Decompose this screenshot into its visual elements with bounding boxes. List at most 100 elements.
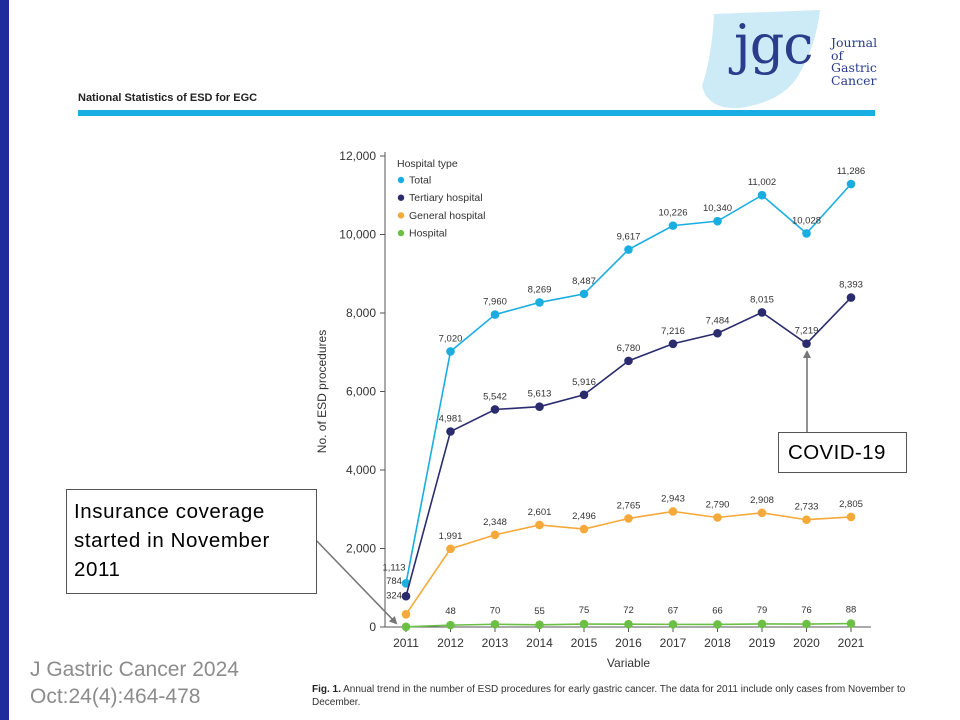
data-label: 11,286: [837, 166, 865, 177]
legend-entry: General hospital: [409, 210, 485, 222]
data-label: 8,393: [839, 280, 863, 291]
series-line: [405, 510, 852, 615]
x-tick-label: 2011: [393, 636, 419, 650]
chart-legend: Hospital type Total Tertiary hospital Gener…: [397, 158, 485, 240]
series-total: 1,113 7,020 7,960 8,269 8,487 9,617 10,226 10,3…: [382, 166, 865, 588]
journal-logo-background: [702, 10, 820, 109]
data-label: 70: [490, 605, 501, 616]
data-label: 11,002: [748, 177, 776, 188]
data-label: 7,484: [706, 315, 730, 326]
data-label: 7,219: [795, 326, 819, 337]
series-line: [405, 183, 852, 584]
data-label: 784: [386, 576, 402, 587]
data-point: [713, 328, 722, 338]
journal-name-line: of: [831, 47, 844, 63]
data-point: [624, 356, 633, 366]
data-label: 79: [757, 605, 768, 616]
y-axis-label: No. of ESD procedures: [315, 330, 329, 453]
data-label: 2,496: [572, 511, 596, 522]
data-point: [579, 524, 589, 534]
x-tick-label: 2016: [615, 636, 642, 650]
legend-marker: [397, 229, 405, 237]
data-point: [846, 179, 856, 189]
x-tick-label: 2012: [437, 636, 464, 650]
x-tick-label: 2013: [482, 636, 509, 650]
series-general-hospital: 324 1,991 2,348 2,601 2,496 2,765 2,943 2,790 2,…: [386, 493, 863, 619]
header-divider: [78, 110, 875, 116]
data-point: [401, 609, 411, 619]
journal-logo: jgc: [734, 13, 814, 76]
data-label: 10,028: [792, 215, 821, 226]
data-point: [757, 308, 767, 317]
data-point: [490, 619, 500, 629]
data-label: 324: [386, 590, 402, 601]
journal-name-line: Journal: [831, 35, 878, 50]
data-label: 8,015: [750, 294, 774, 305]
data-label: 8,487: [572, 276, 596, 287]
data-point: [535, 620, 544, 630]
data-point: [490, 530, 500, 540]
data-label: 2,348: [483, 517, 507, 528]
citation-line-1: J Gastric Cancer 2024: [30, 658, 239, 681]
data-label: 10,226: [658, 208, 687, 219]
data-point: [802, 339, 811, 348]
data-point: [624, 619, 633, 629]
figure-caption: Fig. 1. Annual trend in the number of ES…: [312, 683, 912, 709]
data-label: 6,780: [617, 343, 641, 354]
x-tick-label: 2020: [793, 636, 820, 650]
series-hospital: 48 70 55 75 72 67 66 79 76 88: [401, 605, 857, 632]
y-tick-label: 6,000: [346, 385, 376, 399]
series-tertiary-hospital: 784 4,981 5,542 5,613 5,916 6,780 7,216 7,484 8,…: [386, 280, 863, 601]
data-point: [579, 289, 589, 299]
annotation-arrows: [311, 350, 811, 625]
chart-series: 1,113 7,020 7,960 8,269 8,487 9,617 10,226 10,3…: [382, 166, 865, 632]
data-point: [579, 390, 589, 400]
x-tick-label: 2017: [660, 636, 687, 650]
data-label: 5,542: [483, 391, 507, 402]
citation: J Gastric Cancer 2024 Oct:24(4):464-478: [30, 656, 239, 710]
data-label: 5,613: [528, 389, 552, 400]
data-point: [624, 514, 633, 523]
data-label: 7,960: [483, 297, 507, 308]
data-label: 7,020: [439, 333, 463, 344]
y-tick-label: 4,000: [346, 463, 376, 477]
data-label: 88: [846, 605, 857, 616]
data-point: [535, 298, 544, 307]
data-label: 10,340: [703, 203, 732, 214]
data-label: 55: [534, 606, 545, 617]
figure-caption-label: Fig. 1.: [312, 684, 341, 695]
insurance-coverage-callout: Insurance coverage started in November 2…: [66, 489, 317, 594]
data-label: 2,943: [661, 493, 685, 504]
data-label: 2,805: [839, 499, 863, 510]
data-label: 72: [623, 605, 634, 616]
data-point: [668, 507, 678, 516]
insurance-arrow: [311, 535, 398, 625]
x-tick-label: 2021: [838, 636, 865, 650]
journal-name: Journal of Gastric Cancer: [831, 35, 878, 88]
y-tick-label: 10,000: [339, 228, 376, 242]
legend-marker: [397, 212, 405, 219]
data-point: [846, 512, 856, 522]
data-point: [846, 619, 856, 628]
data-point: [490, 310, 500, 319]
data-point: [446, 620, 455, 630]
data-label: 8,269: [528, 284, 552, 295]
data-point: [446, 544, 455, 554]
data-point: [802, 515, 811, 525]
data-point: [535, 520, 544, 530]
data-label: 9,617: [617, 232, 641, 243]
y-tick-label: 8,000: [346, 306, 376, 320]
data-label: 2,733: [795, 502, 819, 513]
legend-marker: [397, 194, 405, 201]
data-label: 2,908: [750, 495, 774, 506]
x-tick-label: 2014: [526, 636, 553, 650]
journal-name-line: Cancer: [831, 72, 877, 88]
figure-caption-text: Annual trend in the number of ESD proced…: [312, 684, 906, 708]
y-tick-label: 12,000: [339, 149, 376, 163]
x-tick-label: 2015: [571, 636, 598, 650]
data-label: 2,790: [706, 499, 730, 510]
legend-entry: Total: [409, 175, 431, 187]
data-label: 2,601: [528, 507, 552, 518]
slide-left-accent-bar: [0, 0, 9, 720]
